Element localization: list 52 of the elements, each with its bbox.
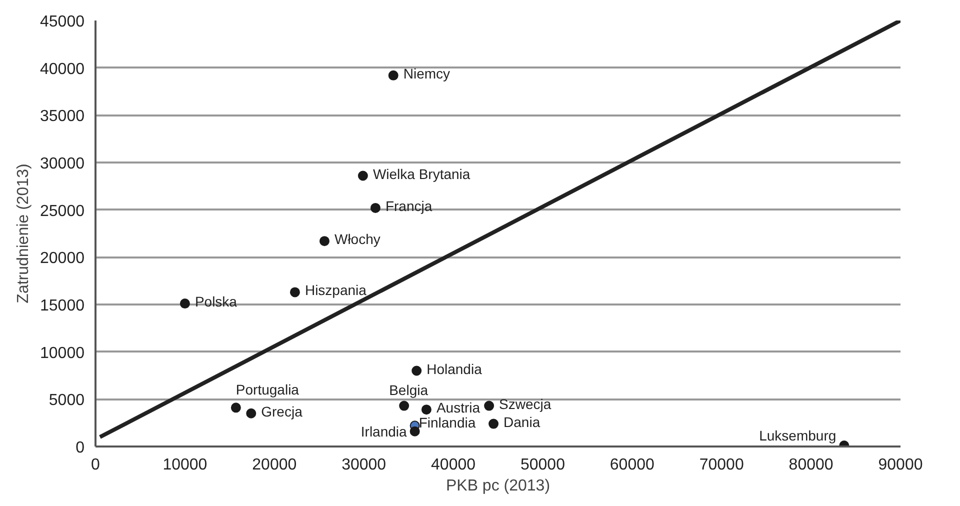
x-tick-label: 90000 (878, 456, 923, 474)
annotation: Portugalia (236, 382, 300, 398)
annotation: Włochy (334, 231, 380, 248)
point (358, 170, 368, 181)
y-tick-label: 5000 (48, 392, 85, 410)
x-tick-label: 20000 (252, 456, 297, 474)
x-tick-label: 10000 (162, 456, 208, 474)
y-tick-label: 45000 (40, 14, 85, 30)
point (410, 426, 420, 436)
x-tick-label: 50000 (520, 456, 566, 474)
annotation: Polska (194, 294, 238, 310)
annotation: Luksemburg (759, 428, 836, 444)
y-tick-label: 35000 (40, 108, 85, 126)
annotation: Dania (504, 414, 540, 430)
point (421, 404, 432, 415)
y-tick-label: 15000 (40, 298, 85, 314)
y-axis-title: Zatrudnienie (2013) (15, 164, 32, 304)
point (370, 202, 380, 213)
annotation: Belgia (389, 382, 428, 398)
annotation: Holandia (426, 360, 482, 377)
annotation: Szwecja (499, 396, 552, 412)
annotation: Niemcy (403, 65, 450, 82)
point (484, 400, 494, 411)
x-tick-label: 40000 (431, 456, 476, 474)
x-tick-label: 70000 (699, 456, 744, 474)
x-tick-label: 60000 (610, 456, 655, 474)
point (230, 402, 241, 413)
annotation: Finlandia (418, 414, 476, 431)
y-tick-label: 25000 (40, 202, 85, 220)
point (319, 236, 330, 246)
annotation: Irlandia (360, 423, 408, 440)
x-axis-title: PKB pc (2013) (446, 478, 550, 494)
annotation: Hiszpania (304, 282, 367, 298)
y-tick-label: 30000 (40, 156, 85, 172)
point (290, 287, 300, 298)
x-tick-label: 80000 (788, 456, 834, 474)
point (180, 298, 190, 309)
point (246, 408, 256, 418)
point (412, 366, 422, 376)
y-tick-label: 40000 (40, 60, 85, 78)
annotation: Austria (436, 400, 480, 416)
x-tick-label: 0 (91, 456, 100, 474)
annotation: Grecja (261, 403, 303, 420)
point (488, 418, 499, 429)
y-tick-label: 0 (76, 440, 85, 456)
y-tick-label: 10000 (40, 344, 85, 362)
annotation: Francja (385, 198, 432, 214)
annotation: Wielka Brytania (372, 166, 470, 182)
point (388, 70, 398, 80)
point (399, 400, 410, 411)
x-tick-label: 30000 (342, 456, 386, 474)
y-tick-label: 20000 (40, 250, 85, 268)
